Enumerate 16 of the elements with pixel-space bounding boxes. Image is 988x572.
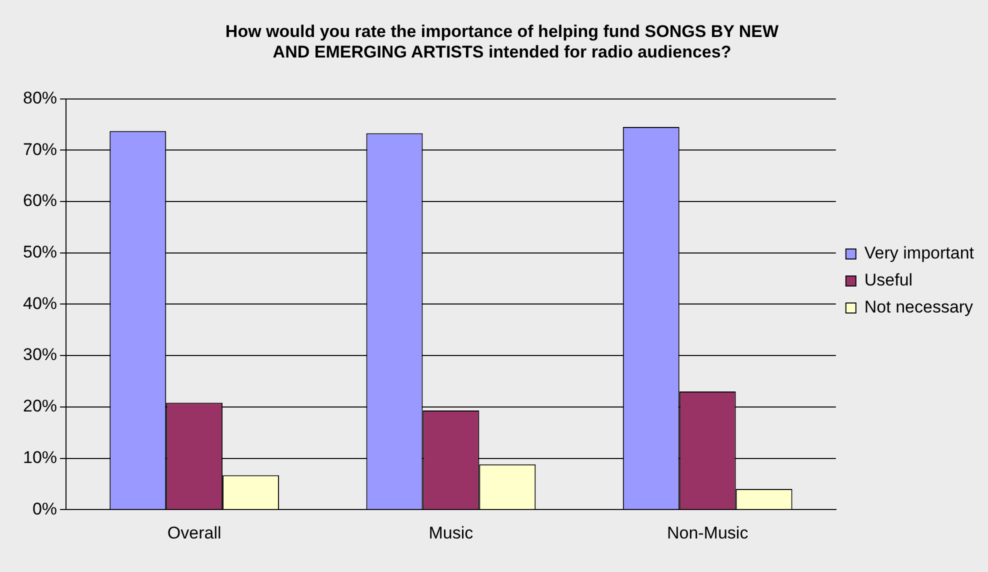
y-tick-label: 70% — [22, 140, 58, 159]
x-tick-label: Music — [428, 523, 474, 542]
y-tick-label: 80% — [22, 88, 58, 108]
legend-label: Not necessary — [864, 298, 974, 317]
y-tick-label: 0% — [32, 499, 58, 518]
y-tick-label: 10% — [22, 448, 58, 467]
y-tick-label: 20% — [22, 396, 58, 416]
legend-label: Useful — [864, 270, 913, 290]
y-tick-label: 40% — [22, 294, 58, 313]
y-tick-label: 50% — [22, 242, 58, 262]
chart-title: How would you rate the importance of helping fund SONGS BY NEW AND EMERGING ARTISTS intended for radio audiences? — [225, 22, 780, 62]
x-tick-label: Overall — [167, 523, 222, 542]
y-tick-label: 60% — [22, 191, 58, 210]
y-tick-label: 30% — [22, 345, 58, 364]
x-tick-label: Non-Music — [666, 523, 749, 542]
legend-label: Very important — [864, 244, 974, 263]
